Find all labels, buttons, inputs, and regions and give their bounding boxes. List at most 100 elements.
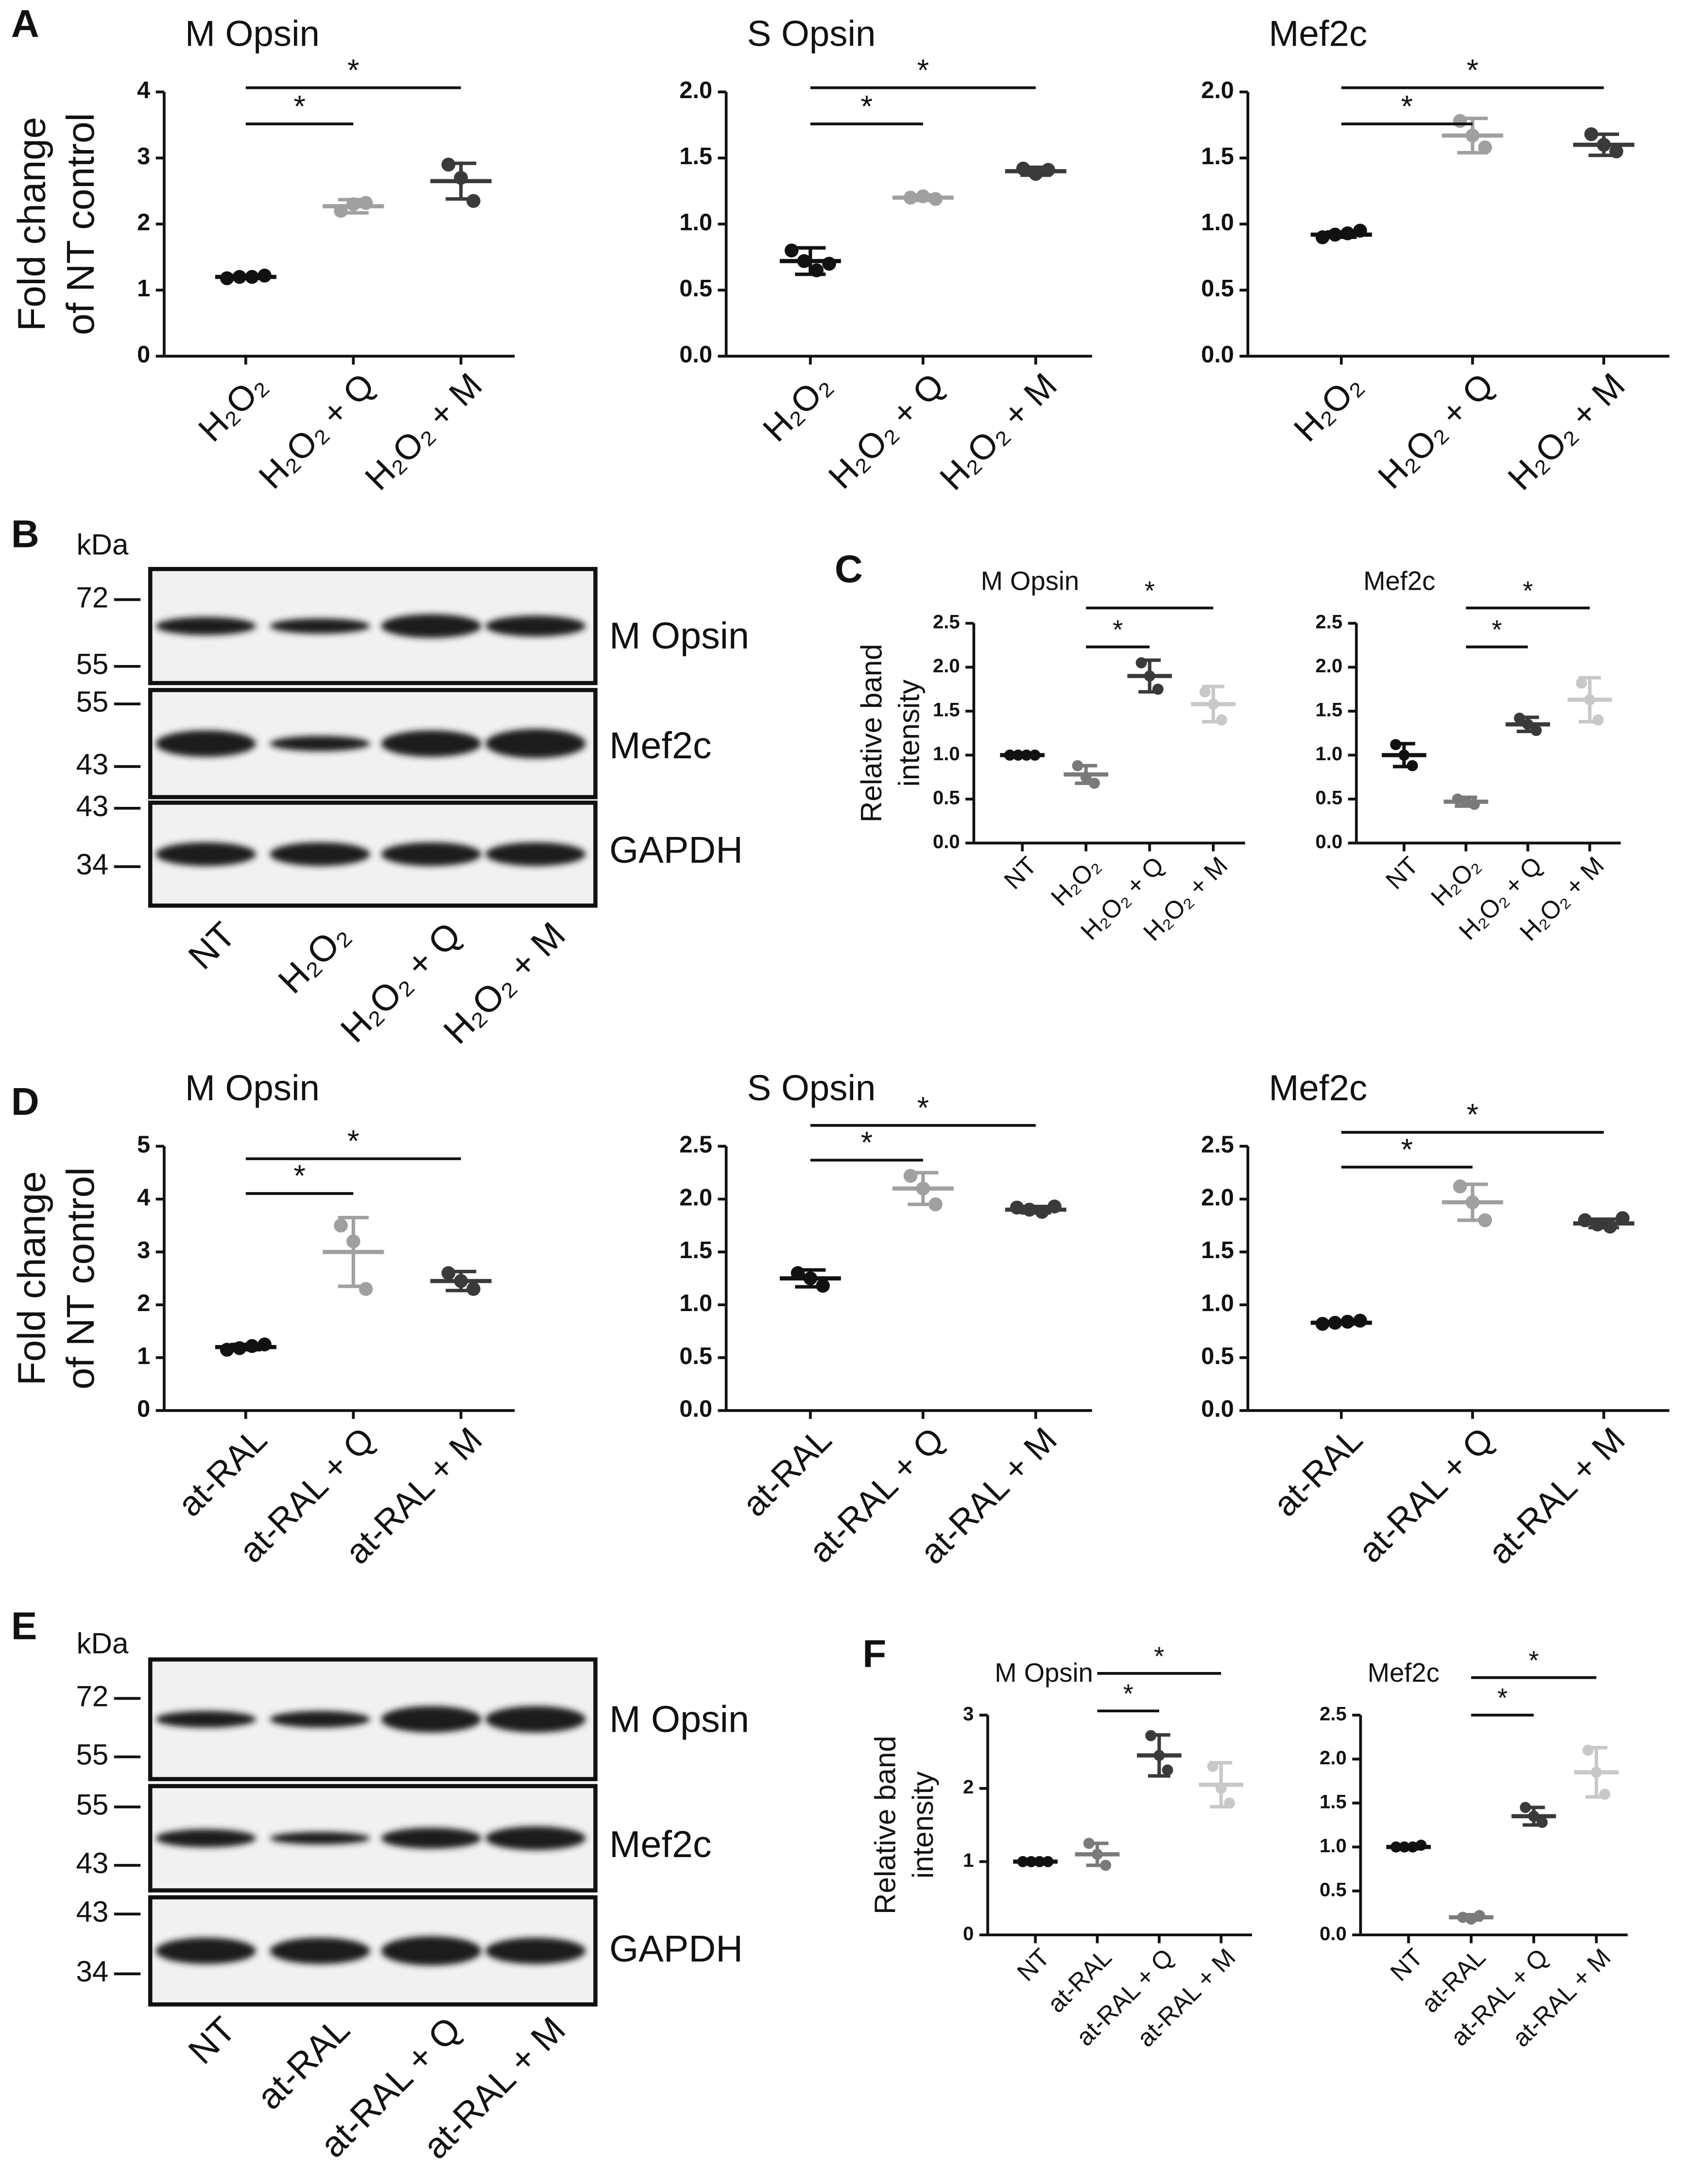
blot-band: [155, 1711, 256, 1728]
blot-band: [485, 842, 586, 866]
data-point: [466, 194, 481, 208]
significance-label: *: [347, 1125, 360, 1159]
panel-label: C: [835, 546, 863, 590]
data-point: [1478, 140, 1492, 154]
y-tick-label: 2.0: [1320, 1747, 1347, 1769]
panel-label: A: [11, 1, 39, 45]
chart-title: S Opsin: [747, 13, 876, 53]
blot-band: [270, 1711, 370, 1728]
blot-band: [155, 617, 256, 635]
y-tick-label: 1.5: [1315, 700, 1342, 721]
chart-title: Mef2c: [1363, 566, 1435, 596]
y-tick-label: 2.5: [933, 612, 960, 633]
blot-band: [381, 1936, 481, 1966]
y-tick-label: 0.0: [1201, 341, 1234, 368]
marker-label: 72: [76, 581, 108, 614]
y-tick-label: 1.0: [679, 1290, 712, 1316]
y-tick-label: 1.5: [679, 1237, 712, 1263]
y-tick-label: 0.5: [1201, 1343, 1234, 1369]
y-tick-label: 5: [137, 1132, 150, 1158]
y-tick-label: 2: [963, 1776, 974, 1798]
band-name: GAPDH: [609, 829, 743, 871]
blot-unit: kDa: [76, 528, 128, 561]
significance-label: *: [293, 1159, 306, 1193]
blot-unit: kDa: [76, 1627, 128, 1659]
panel-label: F: [862, 1632, 886, 1675]
blot-band: [270, 1832, 370, 1845]
marker-label: 43: [76, 748, 108, 781]
chart-title: S Opsin: [747, 1068, 876, 1108]
y-axis-label: intensity: [907, 1772, 939, 1879]
y-tick-label: 0.5: [679, 1343, 712, 1369]
y-tick-label: 0.0: [679, 341, 712, 368]
marker-label: 55: [76, 648, 108, 681]
band-name: Mef2c: [609, 1824, 712, 1865]
panel-label: B: [11, 512, 39, 556]
y-tick-label: 0: [137, 1396, 150, 1422]
chart-title: M Opsin: [185, 1068, 320, 1108]
y-tick-label: 1: [963, 1850, 974, 1871]
y-tick-label: 1: [137, 1343, 150, 1369]
significance-label: *: [1467, 1098, 1479, 1132]
significance-label: *: [1401, 89, 1413, 123]
blot-band: [381, 1827, 481, 1849]
y-tick-label: 3: [137, 1237, 150, 1263]
significance-label: *: [1154, 1641, 1164, 1671]
y-tick-label: 2.5: [1320, 1703, 1347, 1724]
data-point: [1453, 114, 1467, 128]
y-tick-label: 2: [137, 209, 150, 236]
y-tick-label: 1: [137, 275, 150, 302]
band-name: GAPDH: [609, 1928, 743, 1970]
significance-label: *: [293, 89, 306, 123]
band-name: M Opsin: [609, 615, 749, 657]
significance-label: *: [1492, 615, 1502, 645]
y-tick-label: 4: [137, 77, 150, 103]
y-tick-label: 1.0: [1315, 743, 1342, 765]
blot-band: [155, 1937, 256, 1964]
y-tick-label: 1.5: [1201, 143, 1234, 170]
data-point: [1216, 714, 1227, 726]
y-tick-label: 0: [137, 341, 150, 368]
blot-band: [381, 730, 481, 757]
significance-label: *: [917, 53, 929, 87]
chart-title: M Opsin: [981, 566, 1080, 596]
y-tick-label: 2.0: [1201, 77, 1234, 103]
y-tick-label: 2.0: [679, 77, 712, 103]
y-tick-label: 1.5: [933, 700, 960, 721]
y-tick-label: 1.5: [1320, 1791, 1347, 1812]
y-tick-label: 0.5: [1320, 1879, 1347, 1900]
y-tick-label: 2.5: [679, 1132, 712, 1158]
y-tick-label: 0.5: [933, 787, 960, 809]
y-tick-label: 1.5: [679, 143, 712, 170]
blot-band: [485, 615, 586, 637]
blot-band: [485, 1706, 586, 1733]
data-point: [334, 1218, 348, 1233]
y-tick-label: 2.0: [679, 1184, 712, 1211]
y-tick-label: 1.0: [933, 743, 960, 765]
panel-label: E: [11, 1604, 37, 1647]
chart-title: M Opsin: [185, 13, 320, 53]
marker-label: 34: [76, 1955, 108, 1988]
chart-title: Mef2c: [1269, 13, 1367, 53]
significance-label: *: [1401, 1133, 1413, 1167]
y-tick-label: 3: [137, 143, 150, 170]
y-axis-label: of NT control: [58, 113, 102, 335]
chart-title: M Opsin: [995, 1658, 1093, 1688]
data-point: [784, 243, 799, 257]
blot-band: [270, 735, 370, 751]
blot-band: [270, 1937, 370, 1964]
blot-band: [155, 730, 256, 757]
marker-label: 72: [76, 1680, 108, 1712]
y-axis-label: of NT control: [58, 1167, 102, 1389]
y-tick-label: 0.0: [1201, 1396, 1234, 1422]
significance-label: *: [861, 89, 873, 123]
y-tick-label: 0.5: [679, 275, 712, 302]
panel-label: D: [11, 1079, 39, 1123]
chart-title: Mef2c: [1269, 1068, 1367, 1108]
marker-label: 34: [76, 848, 108, 881]
significance-label: *: [1497, 1683, 1508, 1713]
blot-band: [270, 842, 370, 866]
y-tick-label: 0.0: [1320, 1923, 1347, 1945]
significance-label: *: [1528, 1645, 1539, 1675]
